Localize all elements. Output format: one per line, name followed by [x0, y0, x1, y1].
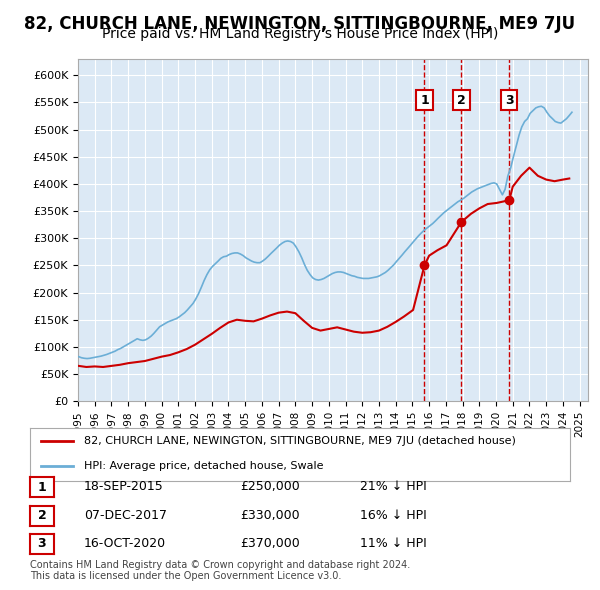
- Text: 1: 1: [38, 481, 46, 494]
- Text: £330,000: £330,000: [240, 509, 299, 522]
- Text: 3: 3: [505, 94, 514, 107]
- Text: 11% ↓ HPI: 11% ↓ HPI: [360, 537, 427, 550]
- Text: 07-DEC-2017: 07-DEC-2017: [84, 509, 167, 522]
- Text: £250,000: £250,000: [240, 480, 300, 493]
- Text: 82, CHURCH LANE, NEWINGTON, SITTINGBOURNE, ME9 7JU: 82, CHURCH LANE, NEWINGTON, SITTINGBOURN…: [25, 15, 575, 33]
- Text: 18-SEP-2015: 18-SEP-2015: [84, 480, 164, 493]
- Text: Contains HM Land Registry data © Crown copyright and database right 2024.
This d: Contains HM Land Registry data © Crown c…: [30, 559, 410, 581]
- Text: Price paid vs. HM Land Registry's House Price Index (HPI): Price paid vs. HM Land Registry's House …: [102, 27, 498, 41]
- Text: 82, CHURCH LANE, NEWINGTON, SITTINGBOURNE, ME9 7JU (detached house): 82, CHURCH LANE, NEWINGTON, SITTINGBOURN…: [84, 436, 516, 446]
- Text: 2: 2: [38, 509, 46, 522]
- Text: 16% ↓ HPI: 16% ↓ HPI: [360, 509, 427, 522]
- Text: 3: 3: [38, 537, 46, 550]
- Text: 2: 2: [457, 94, 466, 107]
- Text: HPI: Average price, detached house, Swale: HPI: Average price, detached house, Swal…: [84, 461, 323, 471]
- Text: £370,000: £370,000: [240, 537, 300, 550]
- Text: 16-OCT-2020: 16-OCT-2020: [84, 537, 166, 550]
- Text: 1: 1: [420, 94, 429, 107]
- Text: 21% ↓ HPI: 21% ↓ HPI: [360, 480, 427, 493]
